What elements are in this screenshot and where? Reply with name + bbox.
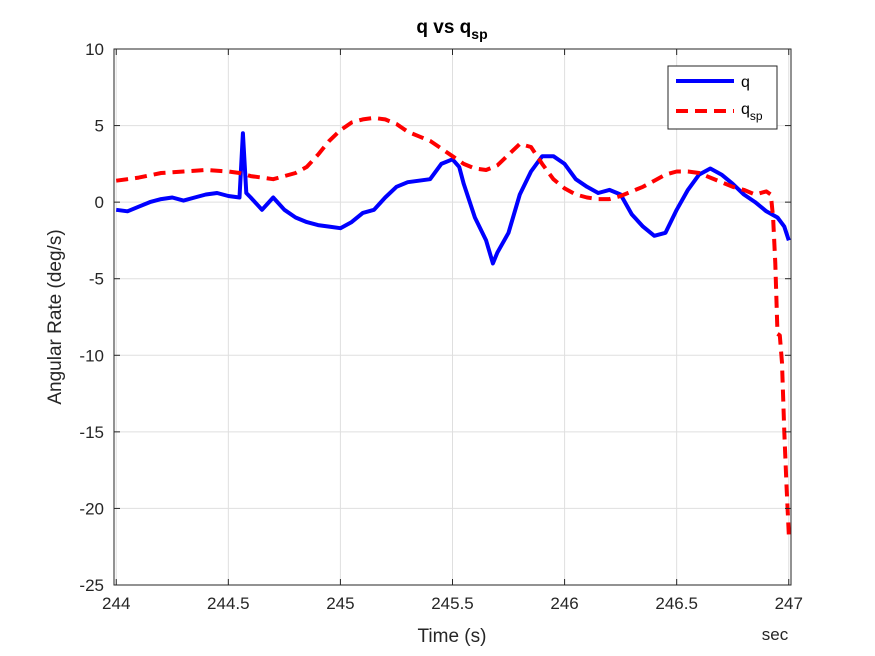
x-tick-labels: 244 244.5 245 245.5 246 246.5 247 — [102, 594, 803, 613]
legend-box — [667, 65, 778, 130]
y-axis-label: Angular Rate (deg/s) — [45, 229, 66, 404]
y-tick-label: 10 — [85, 40, 104, 59]
x-tick-label: 245.5 — [431, 594, 474, 613]
x-tick-label: 244 — [102, 594, 130, 613]
y-tick-label: 5 — [95, 117, 104, 136]
y-tick-label: -15 — [79, 423, 104, 442]
chart-title: q vs qsp — [416, 17, 487, 42]
axis-ticks — [114, 48, 791, 586]
x-axis-unit-label: sec — [762, 625, 789, 644]
y-tick-label: -5 — [89, 270, 104, 289]
legend: q qsp — [667, 65, 778, 130]
y-tick-label: 0 — [95, 193, 104, 212]
legend-label-qsp: qsp — [741, 101, 763, 123]
y-tick-label: -25 — [79, 576, 104, 595]
x-tick-label: 246.5 — [655, 594, 698, 613]
x-tick-label: 245 — [326, 594, 354, 613]
series-qsp-line — [115, 115, 791, 535]
series-q-line — [115, 131, 791, 266]
x-tick-label: 244.5 — [207, 594, 250, 613]
y-tick-labels: 10 5 0 -5 -10 -15 -20 -25 — [79, 40, 104, 595]
plot-area — [113, 48, 792, 586]
y-tick-label: -10 — [79, 346, 104, 365]
series-layer — [115, 115, 791, 535]
x-tick-label: 246 — [550, 594, 578, 613]
legend-label-q: q — [741, 74, 750, 91]
y-tick-label: -20 — [79, 499, 104, 518]
x-tick-label: 247 — [775, 594, 803, 613]
x-axis-label: Time (s) — [418, 626, 487, 647]
